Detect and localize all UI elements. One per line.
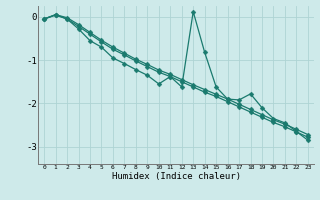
X-axis label: Humidex (Indice chaleur): Humidex (Indice chaleur) <box>111 172 241 181</box>
